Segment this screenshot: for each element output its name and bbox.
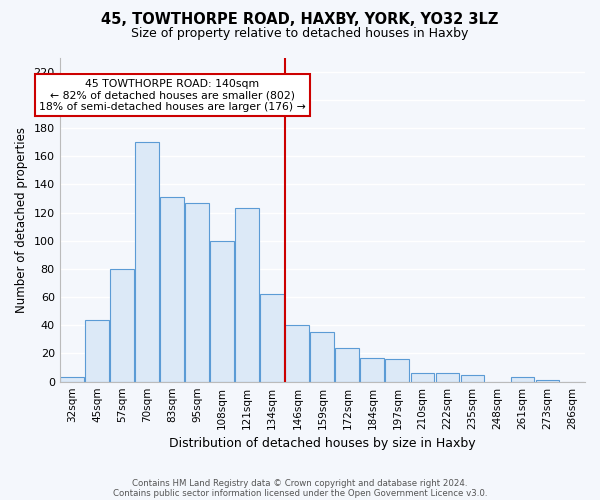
Bar [60,378,84,382]
Bar [160,197,184,382]
Text: Contains public sector information licensed under the Open Government Licence v3: Contains public sector information licen… [113,488,487,498]
Bar [410,373,434,382]
Bar [461,374,484,382]
Text: Size of property relative to detached houses in Haxby: Size of property relative to detached ho… [131,28,469,40]
Text: 45 TOWTHORPE ROAD: 140sqm
← 82% of detached houses are smaller (802)
18% of semi: 45 TOWTHORPE ROAD: 140sqm ← 82% of detac… [39,78,305,112]
Bar [361,358,384,382]
Bar [185,202,209,382]
Bar [235,208,259,382]
Bar [136,142,159,382]
Bar [85,320,109,382]
Bar [335,348,359,382]
Bar [286,326,309,382]
Bar [110,269,134,382]
Bar [310,332,334,382]
Bar [536,380,559,382]
Text: Contains HM Land Registry data © Crown copyright and database right 2024.: Contains HM Land Registry data © Crown c… [132,478,468,488]
X-axis label: Distribution of detached houses by size in Haxby: Distribution of detached houses by size … [169,437,476,450]
Bar [260,294,284,382]
Bar [211,240,234,382]
Text: 45, TOWTHORPE ROAD, HAXBY, YORK, YO32 3LZ: 45, TOWTHORPE ROAD, HAXBY, YORK, YO32 3L… [101,12,499,28]
Y-axis label: Number of detached properties: Number of detached properties [15,126,28,312]
Bar [385,359,409,382]
Bar [511,378,535,382]
Bar [436,373,459,382]
